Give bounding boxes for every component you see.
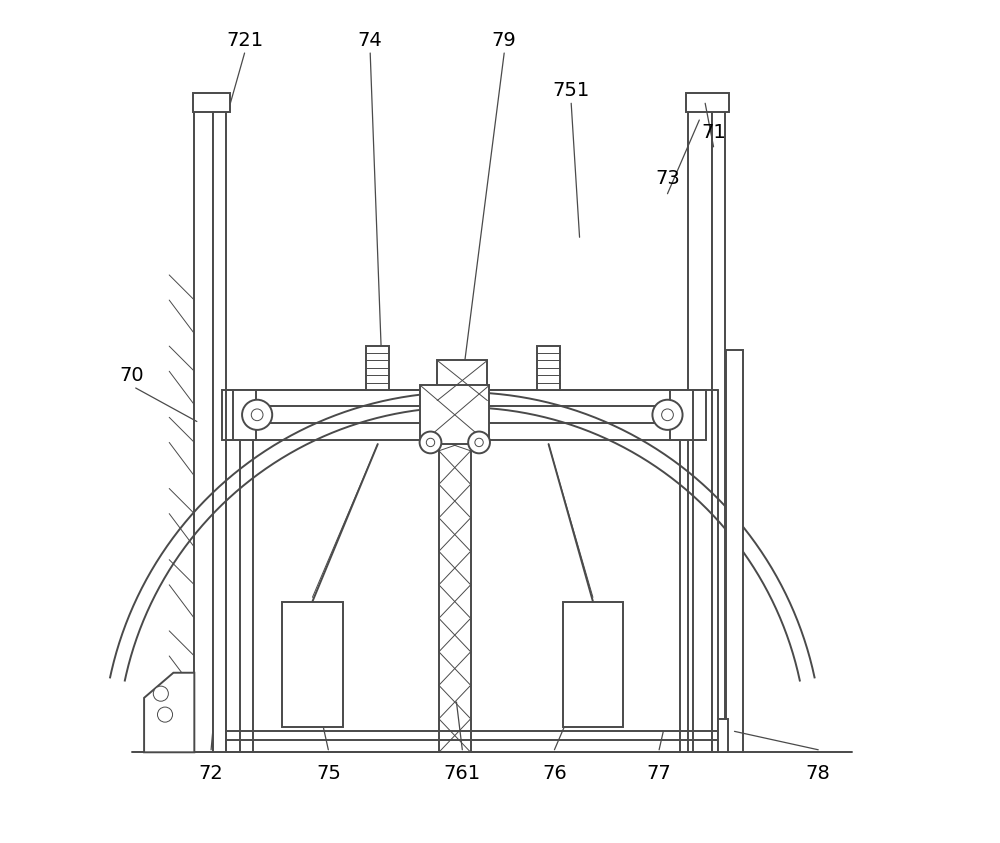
Circle shape	[662, 409, 673, 421]
Bar	[688, 95, 712, 752]
Text: 74: 74	[358, 31, 383, 50]
Text: 77: 77	[647, 764, 671, 783]
Text: 73: 73	[655, 169, 680, 188]
Circle shape	[468, 432, 490, 454]
Text: 70: 70	[119, 366, 144, 385]
Circle shape	[652, 400, 683, 430]
Text: 75: 75	[316, 764, 341, 783]
Bar	[689, 389, 706, 440]
Circle shape	[426, 438, 435, 447]
Circle shape	[157, 707, 173, 722]
Bar	[718, 719, 728, 752]
Text: 71: 71	[701, 123, 726, 142]
Bar	[233, 389, 256, 440]
Bar	[712, 95, 725, 752]
Text: 72: 72	[199, 764, 223, 783]
Polygon shape	[144, 673, 194, 752]
Text: 79: 79	[492, 31, 517, 50]
Circle shape	[153, 686, 168, 701]
Circle shape	[420, 432, 441, 454]
Bar	[439, 440, 471, 752]
Bar	[563, 602, 623, 728]
Bar	[670, 389, 693, 440]
Bar	[366, 346, 389, 389]
Bar	[193, 94, 230, 111]
Text: 76: 76	[542, 764, 567, 783]
Bar	[437, 360, 487, 400]
Bar	[420, 385, 489, 444]
Bar	[726, 351, 743, 752]
Bar	[194, 95, 213, 752]
Text: 751: 751	[553, 81, 590, 100]
Text: 78: 78	[806, 764, 831, 783]
Circle shape	[475, 438, 483, 447]
Bar	[213, 95, 226, 752]
Bar	[222, 389, 239, 440]
Circle shape	[242, 400, 272, 430]
Circle shape	[251, 409, 263, 421]
Text: 761: 761	[444, 764, 481, 783]
Bar	[282, 602, 343, 728]
Bar	[537, 346, 560, 389]
Text: 721: 721	[226, 31, 263, 50]
Bar	[686, 94, 729, 111]
